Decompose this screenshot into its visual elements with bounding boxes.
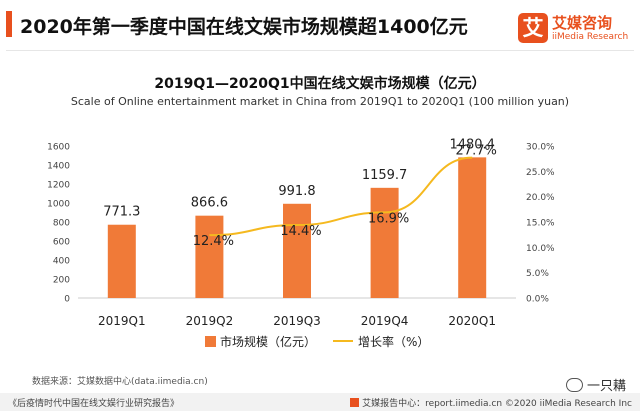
bar-2019Q4	[370, 187, 399, 298]
y-left-tick-label: 800	[53, 219, 70, 229]
wechat-account-name: 一只耩	[587, 379, 627, 394]
wechat-watermark: 一只耩	[566, 375, 626, 394]
x-tick-label: 2019Q3	[273, 314, 321, 328]
page-title: 2020年第一季度中国在线文娱市场规模超1400亿元	[20, 16, 468, 38]
footer-report-title: 《后疫情时代中国在线文娱行业研究报告》	[8, 399, 180, 409]
growth-value-label: 16.9%	[368, 211, 409, 226]
legend-bar-swatch	[205, 336, 216, 347]
y-left-tick-label: 1600	[47, 143, 70, 153]
bar-2019Q3	[283, 203, 311, 298]
y-left-tick-label: 200	[53, 276, 70, 286]
logo-subtitle: iiMedia Research	[552, 32, 629, 42]
footer-credit-text: 艾媒报告中心：report.iimedia.cn ©2020 iiMedia R…	[362, 399, 632, 409]
brand-logo: 艾 艾媒咨询 iiMedia Research	[518, 13, 636, 47]
x-tick-label: 2019Q2	[186, 314, 234, 328]
y-right-tick-label: 0.0%	[526, 295, 549, 305]
x-tick-label: 2019Q1	[98, 314, 146, 328]
y-left-tick-label: 0	[64, 295, 70, 305]
logo-mark-icon: 艾	[518, 13, 548, 43]
y-left-tick-label: 1400	[47, 162, 70, 172]
legend-line-label: 增长率（%）	[358, 335, 430, 349]
legend-item-market-scale: 市场规模（亿元）	[205, 333, 316, 349]
y-left-tick-label: 1200	[47, 181, 70, 191]
y-right-tick-label: 20.0%	[526, 193, 555, 203]
title-accent-bar	[6, 11, 12, 37]
y-right-tick-label: 10.0%	[526, 244, 555, 254]
y-right-tick-label: 15.0%	[526, 219, 555, 229]
wechat-icon	[566, 378, 583, 392]
growth-rate-line	[209, 156, 473, 237]
logo-name: 艾媒咨询	[552, 14, 613, 32]
legend-item-growth-rate: 增长率（%）	[333, 333, 429, 349]
y-left-tick-label: 600	[53, 238, 70, 248]
legend-line-swatch	[333, 340, 353, 342]
growth-value-label: 12.4%	[193, 234, 234, 249]
bar-value-label: 991.8	[278, 184, 315, 199]
y-right-tick-label: 30.0%	[526, 143, 555, 153]
bar-2020Q1	[458, 157, 487, 298]
y-right-tick-label: 5.0%	[526, 269, 549, 279]
header: 2020年第一季度中国在线文娱市场规模超1400亿元 艾 艾媒咨询 iiMedi…	[0, 0, 640, 68]
footer-credit: 艾媒报告中心：report.iimedia.cn ©2020 iiMedia R…	[350, 396, 632, 409]
bar-value-label: 1159.7	[362, 168, 408, 183]
bar-value-label: 866.6	[191, 196, 228, 211]
growth-value-label: 14.4%	[280, 224, 321, 239]
x-tick-label: 2020Q1	[448, 314, 496, 328]
chart-legend: 市场规模（亿元） 增长率（%）	[0, 333, 640, 349]
y-right-tick-label: 25.0%	[526, 168, 555, 178]
y-left-tick-label: 400	[53, 257, 70, 267]
x-tick-label: 2019Q4	[361, 314, 409, 328]
chart-subtitle: Scale of Online entertainment market in …	[70, 95, 570, 108]
y-left-tick-label: 1000	[47, 200, 70, 210]
footer-bar: 《后疫情时代中国在线文娱行业研究报告》 艾媒报告中心：report.iimedi…	[0, 393, 640, 411]
bar-value-label: 1480.4	[449, 137, 495, 152]
bar-2019Q2	[195, 215, 224, 298]
chart-title: 2019Q1—2020Q1中国在线文娱市场规模（亿元）	[154, 76, 486, 92]
header-divider	[6, 50, 634, 51]
growth-value-label: 27.7%	[456, 144, 497, 159]
bar-2019Q1	[107, 224, 136, 298]
footer-logo-icon	[350, 398, 360, 407]
bar-value-label: 771.3	[103, 205, 140, 220]
data-source: 数据来源：艾媒数据中心(data.iimedia.cn)	[32, 377, 208, 387]
market-scale-chart: 0 200 400 600 800 1000 1200 1400 1600 0.0% 5.0% 10.…	[47, 137, 555, 328]
legend-bar-label: 市场规模（亿元）	[220, 335, 317, 349]
